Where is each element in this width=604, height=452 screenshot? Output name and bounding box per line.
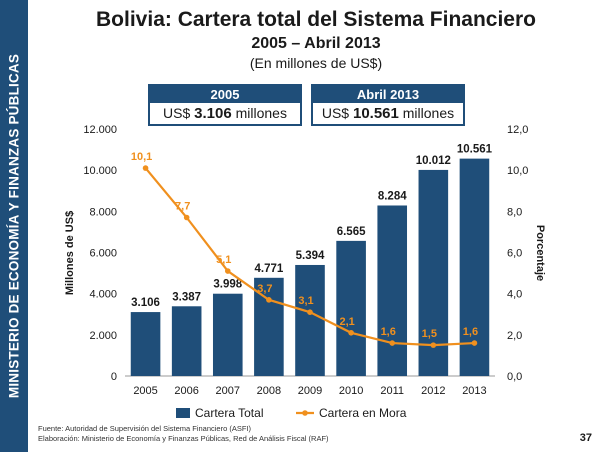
bar <box>130 312 161 376</box>
mora-value-label: 1,6 <box>381 326 396 338</box>
x-tick-label: 2010 <box>339 385 363 397</box>
y2-tick-label: 12,0 <box>507 124 528 136</box>
highlight-value: 10.561 <box>352 105 399 122</box>
mora-point <box>348 329 354 336</box>
x-tick-label: 2012 <box>421 385 445 397</box>
highlight-prefix: US$ <box>321 105 350 121</box>
legend-swatch-bar <box>176 408 190 418</box>
y-tick-label: 4.000 <box>89 289 117 301</box>
y2-tick-label: 6,0 <box>507 248 522 260</box>
mora-point <box>307 309 313 315</box>
bar <box>295 264 325 376</box>
highlight-prefix: US$ <box>163 105 191 121</box>
highlight-box-2013: Abril 2013 US$ 10.561 millones <box>311 84 465 126</box>
bar <box>171 306 202 376</box>
x-tick-label: 2006 <box>174 385 198 397</box>
highlight-box-2005: 2005 US$ 3.106 millones <box>148 84 302 126</box>
y-tick-label: 2.000 <box>89 330 117 342</box>
legend-label: Cartera en Mora <box>319 406 407 420</box>
mora-value-label: 3,1 <box>298 295 313 307</box>
x-tick-label: 2005 <box>133 385 157 397</box>
bar-value-label: 3.106 <box>131 297 160 309</box>
bar-value-label: 3.998 <box>213 279 242 291</box>
y2-tick-label: 4,0 <box>507 289 522 301</box>
highlight-label: 2005 <box>150 86 300 103</box>
legend-swatch-point <box>302 410 308 416</box>
mora-point <box>183 214 190 221</box>
bar <box>212 293 243 376</box>
highlight-suffix: millones <box>235 105 287 121</box>
y2-tick-label: 8,0 <box>507 206 522 218</box>
x-tick-label: 2011 <box>380 385 404 397</box>
y2-axis-title: Porcentaje <box>534 225 546 281</box>
y2-tick-label: 0,0 <box>507 371 522 383</box>
mora-point <box>471 340 478 346</box>
bar-value-label: 10.561 <box>457 144 493 156</box>
bar <box>418 169 449 376</box>
y-tick-label: 8.000 <box>89 206 117 218</box>
bar-value-label: 5.394 <box>296 250 325 262</box>
x-tick-label: 2007 <box>216 385 240 397</box>
y-tick-label: 6.000 <box>89 248 117 260</box>
mora-point <box>266 297 272 303</box>
mora-value-label: 2,1 <box>339 316 354 328</box>
page-number: 37 <box>579 432 592 444</box>
y-tick-label: 0 <box>111 371 117 383</box>
y2-tick-label: 10,0 <box>507 165 528 177</box>
bar-value-label: 6.565 <box>337 226 366 238</box>
chart-title: Bolivia: Cartera total del Sistema Finan… <box>96 8 536 31</box>
bar-value-label: 8.284 <box>378 190 407 202</box>
y-tick-label: 10.000 <box>83 165 117 177</box>
footer-source: Fuente: Autoridad de Supervisión del Sis… <box>38 424 252 433</box>
chart-units: (En millones de US$) <box>249 55 383 71</box>
highlight-label: Abril 2013 <box>313 86 463 103</box>
mora-point <box>389 340 396 346</box>
bar-value-label: 4.771 <box>254 263 283 275</box>
legend-label: Cartera Total <box>195 406 263 420</box>
sidebar: MINISTERIO DE ECONOMÍA Y FINANZAS PÚBLIC… <box>0 0 28 452</box>
mora-value-label: 1,6 <box>463 326 478 338</box>
mora-value-label: 1,5 <box>422 328 437 340</box>
x-tick-label: 2009 <box>298 385 322 397</box>
bar-value-label: 3.387 <box>172 291 201 303</box>
bar-value-label: 10.012 <box>416 155 451 167</box>
highlight-suffix: millones <box>402 105 455 121</box>
mora-value-label: 5,1 <box>216 254 231 266</box>
mora-value-label: 7,7 <box>175 201 190 213</box>
mora-point <box>430 342 437 348</box>
mora-value-label: 3,7 <box>257 283 272 295</box>
bar <box>459 158 490 376</box>
bar <box>377 205 408 376</box>
mora-point <box>224 268 231 274</box>
y-axis-title: Millones de US$ <box>64 211 76 295</box>
footer-elaboration: Elaboración: Ministerio de Economía y Fi… <box>38 434 329 443</box>
chart-subtitle: 2005 – Abril 2013 <box>251 35 381 52</box>
bar <box>336 240 366 376</box>
x-tick-label: 2013 <box>462 385 486 397</box>
y2-tick-label: 2,0 <box>507 330 522 342</box>
mora-point <box>142 165 149 171</box>
y-tick-label: 12.000 <box>83 124 117 136</box>
mora-value-label: 10,1 <box>131 151 152 163</box>
x-tick-label: 2008 <box>257 385 281 397</box>
highlight-value: 3.106 <box>194 105 232 122</box>
